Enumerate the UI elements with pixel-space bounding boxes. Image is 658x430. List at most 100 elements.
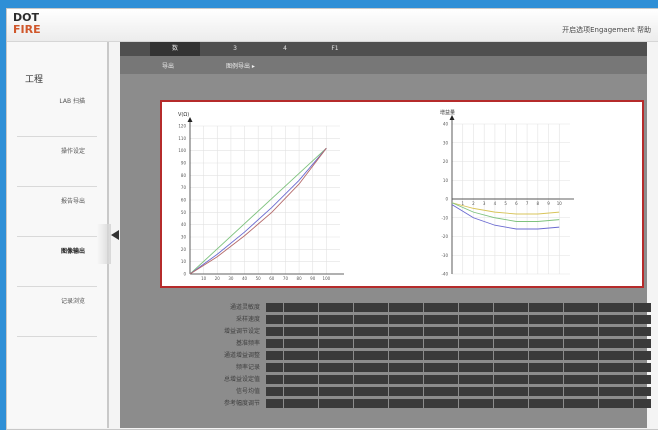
table-cell[interactable] (388, 363, 406, 372)
table-cell[interactable] (353, 387, 371, 396)
table-cell[interactable] (441, 327, 458, 336)
table-cell[interactable] (441, 399, 458, 408)
sidebar-item-records[interactable]: 记录浏览 (17, 286, 97, 337)
table-cell[interactable] (336, 303, 353, 312)
table-cell[interactable] (581, 303, 598, 312)
table-cell[interactable] (266, 399, 283, 408)
table-cell[interactable] (441, 303, 458, 312)
table-cell[interactable] (511, 387, 528, 396)
table-cell[interactable] (476, 303, 493, 312)
table-cell[interactable] (598, 339, 616, 348)
tab-1[interactable]: 数 (150, 42, 200, 56)
table-cell[interactable] (388, 315, 406, 324)
table-cell[interactable] (511, 339, 528, 348)
table-cell[interactable] (458, 315, 476, 324)
table-cell[interactable] (511, 399, 528, 408)
table-cell[interactable] (371, 303, 388, 312)
table-cell[interactable] (511, 303, 528, 312)
table-cell[interactable] (266, 327, 283, 336)
table-cell[interactable] (546, 363, 563, 372)
table-cell[interactable] (598, 387, 616, 396)
table-cell[interactable] (336, 387, 353, 396)
export-link[interactable]: 导出 (162, 63, 175, 70)
table-cell[interactable] (406, 351, 423, 360)
table-cell[interactable] (493, 387, 511, 396)
table-cell[interactable] (633, 339, 651, 348)
table-cell[interactable] (406, 399, 423, 408)
table-cell[interactable] (493, 399, 511, 408)
table-cell[interactable] (266, 351, 283, 360)
table-cell[interactable] (423, 363, 441, 372)
table-cell[interactable] (476, 339, 493, 348)
table-cell[interactable] (266, 363, 283, 372)
table-cell[interactable] (406, 315, 423, 324)
table-cell[interactable] (493, 375, 511, 384)
table-cell[interactable] (633, 375, 651, 384)
table-cell[interactable] (633, 363, 651, 372)
table-cell[interactable] (476, 387, 493, 396)
table-cell[interactable] (423, 351, 441, 360)
table-cell[interactable] (318, 387, 336, 396)
table-cell[interactable] (283, 399, 301, 408)
table-cell[interactable] (423, 315, 441, 324)
table-cell[interactable] (598, 375, 616, 384)
table-cell[interactable] (493, 351, 511, 360)
table-cell[interactable] (511, 363, 528, 372)
table-cell[interactable] (318, 315, 336, 324)
table-cell[interactable] (266, 375, 283, 384)
table-cell[interactable] (598, 363, 616, 372)
sidebar-item-report[interactable]: 报告导出 (17, 186, 97, 237)
table-cell[interactable] (371, 399, 388, 408)
table-cell[interactable] (598, 303, 616, 312)
table-cell[interactable] (528, 399, 546, 408)
table-cell[interactable] (633, 399, 651, 408)
table-cell[interactable] (441, 315, 458, 324)
table-cell[interactable] (616, 387, 633, 396)
table-cell[interactable] (528, 363, 546, 372)
table-cell[interactable] (458, 303, 476, 312)
table-cell[interactable] (546, 303, 563, 312)
table-cell[interactable] (336, 315, 353, 324)
table-cell[interactable] (633, 387, 651, 396)
table-cell[interactable] (581, 387, 598, 396)
table-cell[interactable] (371, 363, 388, 372)
tab-2[interactable]: 3 (233, 45, 237, 52)
table-cell[interactable] (266, 387, 283, 396)
table-cell[interactable] (633, 351, 651, 360)
table-cell[interactable] (476, 327, 493, 336)
table-cell[interactable] (371, 387, 388, 396)
top-right-menu[interactable]: 开启选项Engagement 帮助 (562, 26, 651, 34)
table-cell[interactable] (581, 399, 598, 408)
table-cell[interactable] (266, 339, 283, 348)
table-cell[interactable] (528, 351, 546, 360)
table-cell[interactable] (511, 351, 528, 360)
table-cell[interactable] (458, 339, 476, 348)
table-cell[interactable] (493, 339, 511, 348)
table-cell[interactable] (458, 327, 476, 336)
table-cell[interactable] (546, 375, 563, 384)
table-cell[interactable] (371, 351, 388, 360)
table-cell[interactable] (581, 363, 598, 372)
table-cell[interactable] (283, 339, 301, 348)
table-cell[interactable] (616, 363, 633, 372)
tab-3[interactable]: 4 (283, 45, 287, 52)
table-cell[interactable] (388, 303, 406, 312)
table-cell[interactable] (563, 363, 581, 372)
table-cell[interactable] (336, 363, 353, 372)
table-cell[interactable] (598, 351, 616, 360)
table-cell[interactable] (511, 375, 528, 384)
table-cell[interactable] (563, 351, 581, 360)
table-cell[interactable] (546, 387, 563, 396)
table-cell[interactable] (616, 327, 633, 336)
table-cell[interactable] (371, 327, 388, 336)
table-cell[interactable] (458, 375, 476, 384)
table-cell[interactable] (388, 387, 406, 396)
table-cell[interactable] (388, 327, 406, 336)
table-cell[interactable] (283, 375, 301, 384)
table-cell[interactable] (616, 315, 633, 324)
table-cell[interactable] (353, 303, 371, 312)
tab-4[interactable]: F1 (331, 45, 339, 52)
table-cell[interactable] (423, 399, 441, 408)
table-cell[interactable] (301, 351, 318, 360)
table-cell[interactable] (633, 303, 651, 312)
